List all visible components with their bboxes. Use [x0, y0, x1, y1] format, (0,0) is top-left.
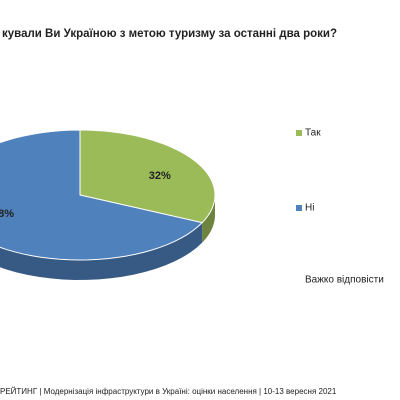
legend-swatch	[296, 130, 302, 136]
data-label: 68%	[0, 208, 14, 220]
legend-swatch	[296, 205, 302, 211]
legend-label: Так	[305, 128, 321, 139]
slice	[79, 129, 216, 224]
source: РЕЙТИНГ | Модернізація інфраструктури в …	[0, 387, 337, 396]
slice	[0, 129, 204, 261]
slice-side	[202, 195, 215, 243]
chart-title: кували Ви Україною з метою туризму за ос…	[2, 28, 337, 40]
slice-side	[0, 222, 203, 280]
legend-label: Ні	[305, 203, 314, 214]
data-label: 32%	[149, 170, 171, 182]
legend-label: Важко відповісти	[305, 275, 384, 286]
